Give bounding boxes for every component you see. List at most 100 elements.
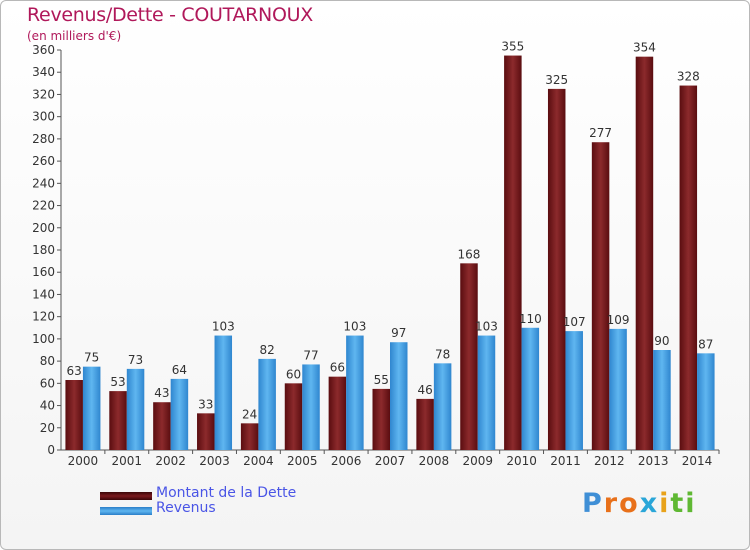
y-tick-label: 220	[32, 199, 55, 213]
logo-letter: P	[582, 488, 604, 519]
logo-letter: o	[619, 488, 640, 519]
bar-debt	[372, 388, 390, 450]
bar-revenus	[258, 358, 276, 450]
x-tick-label: 2011	[550, 454, 581, 468]
value-label-debt: 63	[67, 364, 82, 378]
value-label-debt: 60	[286, 367, 301, 381]
value-label-debt: 33	[198, 397, 213, 411]
value-label-revenus: 107	[563, 315, 586, 329]
value-label-debt: 277	[589, 126, 612, 140]
legend-label-debt: Montant de la Dette	[156, 485, 297, 501]
logo-letter: i	[685, 488, 697, 519]
y-tick-label: 80	[40, 354, 55, 368]
y-tick-label: 140	[32, 287, 55, 301]
bar-revenus	[609, 328, 627, 450]
chart-subtitle: (en milliers d'€)	[27, 29, 122, 43]
value-label-debt: 66	[330, 361, 345, 375]
legend-swatch-debt	[100, 492, 152, 500]
x-tick-label: 2002	[155, 454, 186, 468]
y-tick-label: 320	[32, 87, 55, 101]
x-tick-label: 2013	[638, 454, 669, 468]
x-tick-label: 2010	[506, 454, 537, 468]
logo-letter: t	[670, 488, 686, 519]
bar-debt	[328, 376, 347, 450]
x-tick-label: 2006	[331, 454, 362, 468]
bar-revenus	[126, 368, 145, 450]
value-label-debt: 328	[677, 70, 700, 84]
value-label-revenus: 64	[172, 363, 187, 377]
y-tick-label: 60	[40, 376, 55, 390]
bar-revenus	[565, 331, 583, 450]
value-label-revenus: 77	[303, 348, 318, 362]
bar-revenus	[214, 335, 233, 450]
value-label-revenus: 73	[128, 353, 143, 367]
value-label-revenus: 97	[391, 326, 406, 340]
y-tick-label: 340	[32, 65, 55, 79]
y-tick-label: 20	[40, 421, 55, 435]
value-label-debt: 354	[633, 41, 656, 55]
x-tick-label: 2009	[462, 454, 493, 468]
value-label-revenus: 110	[519, 312, 542, 326]
bar-debt	[65, 380, 83, 450]
logo-letter: i	[659, 488, 671, 519]
y-tick-label: 100	[32, 332, 55, 346]
value-label-debt: 55	[374, 373, 389, 387]
bar-debt	[547, 88, 566, 450]
x-tick-label: 2007	[375, 454, 406, 468]
value-label-debt: 325	[545, 73, 568, 87]
value-label-debt: 355	[501, 40, 524, 54]
bar-revenus	[302, 364, 320, 450]
bar-debt	[284, 383, 303, 450]
bar-revenus	[521, 327, 540, 450]
value-label-debt: 46	[417, 383, 432, 397]
bar-debt	[197, 413, 215, 450]
bar-revenus	[82, 366, 101, 450]
proxiti-logo: Proxiti	[582, 488, 697, 519]
value-label-debt: 53	[110, 375, 125, 389]
x-tick-label: 2014	[682, 454, 713, 468]
bar-revenus	[653, 350, 671, 450]
bar-debt	[504, 55, 522, 451]
y-tick-label: 120	[32, 310, 55, 324]
x-tick-label: 2005	[287, 454, 318, 468]
x-tick-label: 2012	[594, 454, 625, 468]
bar-revenus	[477, 335, 496, 450]
x-tick-label: 2008	[419, 454, 450, 468]
x-tick-label: 2000	[68, 454, 99, 468]
bar-debt	[635, 56, 654, 451]
y-tick-label: 200	[32, 221, 55, 235]
y-tick-label: 260	[32, 154, 55, 168]
y-tick-label: 240	[32, 176, 55, 190]
bar-debt	[679, 85, 698, 451]
x-tick-label: 2003	[199, 454, 230, 468]
y-tick-label: 0	[47, 443, 55, 457]
bar-revenus	[390, 342, 408, 450]
logo-letter: x	[639, 488, 660, 519]
bar-debt	[153, 402, 171, 450]
legend-swatch-revenus	[100, 507, 152, 515]
bar-debt	[591, 142, 610, 450]
y-tick-label: 180	[32, 243, 55, 257]
value-label-revenus: 75	[84, 351, 99, 365]
value-label-debt: 43	[154, 386, 169, 400]
value-label-revenus: 103	[343, 320, 366, 334]
y-tick-label: 360	[32, 43, 55, 57]
legend-label-revenus: Revenus	[156, 500, 216, 516]
bar-debt	[416, 398, 434, 450]
value-label-revenus: 87	[698, 337, 713, 351]
value-label-revenus: 103	[212, 320, 235, 334]
y-tick-label: 160	[32, 265, 55, 279]
y-tick-label: 280	[32, 132, 55, 146]
y-tick-label: 40	[40, 399, 55, 413]
bar-revenus	[346, 335, 364, 450]
logo-letter: r	[603, 488, 620, 519]
bar-revenus	[697, 353, 715, 450]
bar-revenus	[170, 378, 189, 450]
value-label-revenus: 90	[654, 334, 669, 348]
bar-debt	[240, 423, 259, 450]
bar-debt	[460, 263, 478, 450]
bar-debt	[109, 391, 127, 450]
value-label-revenus: 109	[607, 313, 630, 327]
